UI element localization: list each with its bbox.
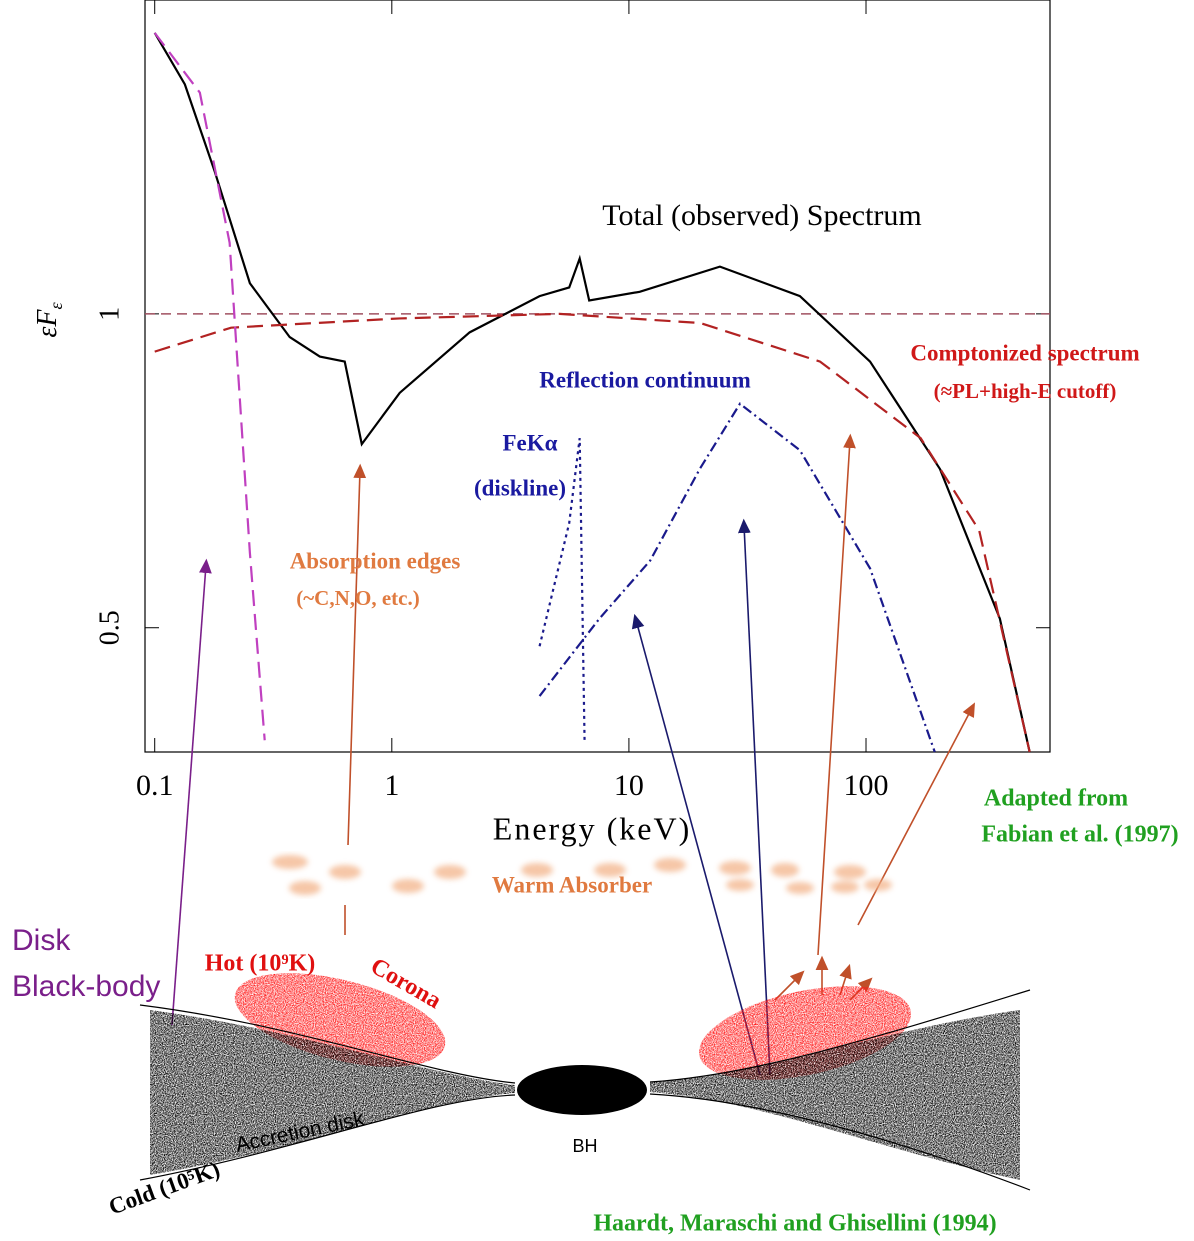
series-line — [540, 404, 935, 752]
annotation: Warm Absorber — [492, 872, 652, 897]
plot-area: 0.1 1 10 100 0.5 1 Energy (keV) εFε — [32, 0, 1050, 846]
cloud — [834, 865, 866, 879]
y-tick-label: 1 — [94, 307, 125, 321]
annotation: (~C,N,O, etc.) — [296, 586, 419, 610]
annotation: Black-body — [12, 970, 160, 1003]
cloud — [434, 865, 466, 879]
cloud — [831, 881, 859, 893]
annotation: (diskline) — [474, 475, 566, 500]
series-line — [155, 33, 1030, 752]
cloud — [654, 858, 686, 872]
annotation: Comptonized spectrum — [910, 340, 1139, 365]
y-axis-label-main: εF — [32, 309, 63, 338]
y-axis-label-sub: ε — [46, 301, 66, 309]
annotation: Total (observed) Spectrum — [602, 199, 921, 232]
y-axis-label: εFε — [32, 301, 66, 337]
annotation: Adapted from — [984, 786, 1128, 812]
annotation: Hot (10⁹K) — [205, 951, 316, 977]
y-tick-label: 0.5 — [94, 610, 125, 645]
series-line — [155, 33, 265, 740]
x-tick-label: 0.1 — [136, 769, 174, 802]
cloud — [726, 879, 754, 891]
annotation: Fabian et al. (1997) — [981, 822, 1178, 848]
arrow — [744, 525, 770, 1075]
cloud — [329, 865, 361, 879]
annotation: Disk — [12, 924, 71, 957]
cloud — [771, 863, 799, 877]
arrow — [858, 708, 972, 925]
arrow — [172, 565, 206, 1025]
black-hole — [517, 1065, 647, 1115]
x-axis-label: Energy (keV) — [493, 810, 691, 846]
x-tick-label: 1 — [384, 769, 399, 802]
cloud — [719, 861, 751, 875]
annotation: BH — [572, 1136, 597, 1156]
annotation: Haardt, Maraschi and Ghisellini (1994) — [593, 1211, 996, 1237]
annotation: Absorption edges — [290, 548, 461, 573]
cloud — [392, 879, 424, 893]
cloud — [272, 855, 308, 869]
x-tick-label: 10 — [614, 769, 644, 802]
cloud — [786, 882, 814, 894]
arrow — [636, 620, 760, 1075]
annotation: (≈PL+high-E cutoff) — [934, 379, 1117, 403]
annotation: Reflection continuum — [539, 367, 750, 392]
cloud — [864, 879, 892, 891]
chart: 0.1 1 10 100 0.5 1 Energy (keV) εFε — [0, 0, 1194, 1241]
arrow — [348, 470, 360, 845]
x-tick-label: 100 — [844, 769, 889, 802]
cloud — [289, 881, 321, 895]
annotation: FeKα — [503, 430, 558, 455]
